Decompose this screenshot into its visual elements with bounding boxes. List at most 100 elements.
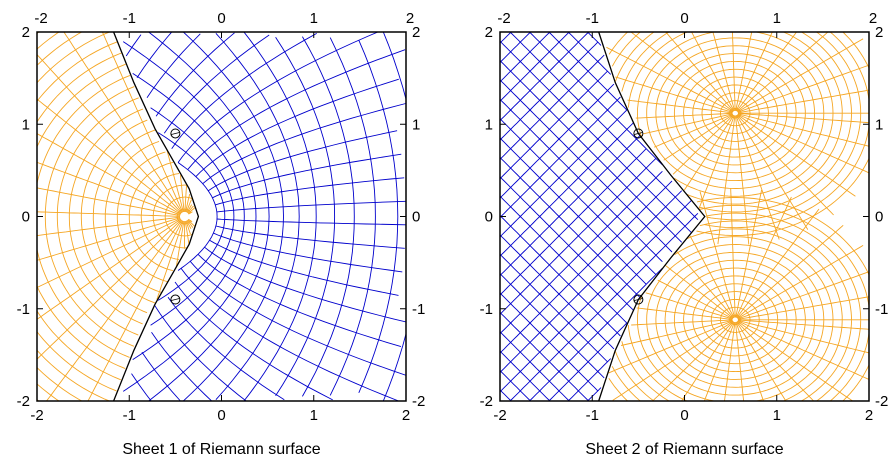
grid-line: [156, 220, 184, 300]
grid-line: [621, 341, 670, 401]
grid-line: [500, 40, 692, 233]
grid-line: [37, 187, 181, 217]
grid-line: [735, 115, 780, 240]
branch-point-cross: [171, 132, 180, 135]
grid-line: [37, 218, 182, 320]
grid-line: [215, 177, 405, 206]
grid-line: [654, 113, 733, 148]
grid-line: [736, 208, 820, 319]
y-tick-label-right: -1: [875, 301, 888, 318]
grid-line: [163, 34, 270, 134]
grid-line: [696, 197, 869, 276]
grid-line: [92, 129, 156, 304]
grid-line: [548, 322, 628, 401]
grid-line: [147, 32, 270, 401]
grid-line: [500, 148, 647, 296]
grid-line: [736, 114, 834, 216]
grid-line: [188, 211, 193, 215]
x-tick-label-bottom: 0: [217, 407, 225, 424]
grid-line: [627, 99, 733, 114]
grid-line: [128, 161, 174, 272]
grid-line: [204, 246, 406, 323]
y-tick-label-left: 2: [485, 24, 493, 41]
x-tick-label-top: -1: [586, 10, 599, 27]
grid-line: [188, 218, 193, 223]
grid-line: [664, 259, 806, 380]
grid-line: [500, 195, 628, 324]
grid-line: [665, 32, 734, 112]
grid-line: [175, 221, 185, 267]
grid-line: [737, 245, 864, 319]
grid-line: [187, 207, 196, 214]
contour-grid-sheet-2: [500, 32, 869, 401]
grid-line: [37, 211, 181, 217]
grid-line: [737, 319, 869, 330]
grid-line: [691, 32, 735, 112]
grid-line: [737, 114, 856, 197]
grid-line: [737, 320, 869, 354]
grid-line: [116, 151, 168, 283]
grid-line: [724, 322, 736, 401]
y-tick-label-right: 1: [875, 116, 883, 133]
grid-line: [500, 331, 570, 401]
grid-line: [140, 173, 180, 260]
grid-line: [500, 32, 570, 102]
x-tick-label-top: 1: [773, 10, 781, 27]
grid-line: [131, 373, 152, 401]
grid-line: [45, 219, 183, 401]
grid-line: [63, 32, 183, 213]
grid-line: [655, 45, 816, 182]
grid-line: [37, 98, 182, 214]
grid-line: [621, 319, 733, 346]
grid-line: [180, 268, 399, 401]
grid-line: [710, 298, 760, 341]
grid-line: [732, 32, 736, 111]
grid-line: [500, 109, 628, 238]
grid-line: [657, 279, 734, 320]
grid-line: [500, 70, 608, 180]
x-tick-label-top: -2: [497, 10, 510, 27]
grid-line: [717, 115, 736, 245]
grid-line: [500, 98, 663, 263]
y-tick-label-right: 0: [875, 209, 883, 226]
grid-line: [177, 162, 218, 271]
grid-line: [500, 137, 647, 285]
grid-line: [37, 53, 182, 214]
grid-line: [636, 307, 733, 320]
grid-line: [500, 170, 663, 335]
grid-line: [735, 115, 750, 245]
grid-line: [215, 33, 300, 400]
y-tick-label-left: -1: [480, 301, 493, 318]
grid-line: [500, 32, 590, 122]
x-tick-label-bottom: 0: [680, 407, 688, 424]
grid-line: [500, 369, 532, 401]
grid-line: [548, 32, 628, 111]
grid-line: [736, 224, 844, 319]
grid-line: [500, 79, 673, 253]
grid-line: [646, 37, 825, 189]
grid-line: [186, 220, 192, 230]
grid-line: [735, 322, 745, 401]
grid-line: [37, 32, 60, 50]
grid-line: [567, 358, 612, 401]
grid-line: [382, 332, 406, 401]
branch-points-sheet-1: [170, 128, 181, 305]
grid-line: [782, 320, 843, 401]
grid-line: [216, 218, 406, 226]
grid-line: [185, 193, 191, 213]
grid-line: [635, 112, 733, 119]
grid-line: [674, 113, 834, 197]
grid-line: [673, 267, 797, 373]
y-tick-label-right: -2: [412, 393, 425, 410]
grid-line: [157, 132, 226, 301]
grid-line: [500, 190, 683, 374]
grid-line: [692, 76, 779, 150]
grid-line: [195, 78, 399, 177]
grid-line: [699, 191, 736, 318]
grid-line: [686, 113, 843, 205]
grid-line: [185, 220, 191, 235]
grid-line: [612, 320, 734, 401]
y-tick-label-right: 2: [875, 24, 883, 41]
grid-line: [215, 225, 405, 249]
